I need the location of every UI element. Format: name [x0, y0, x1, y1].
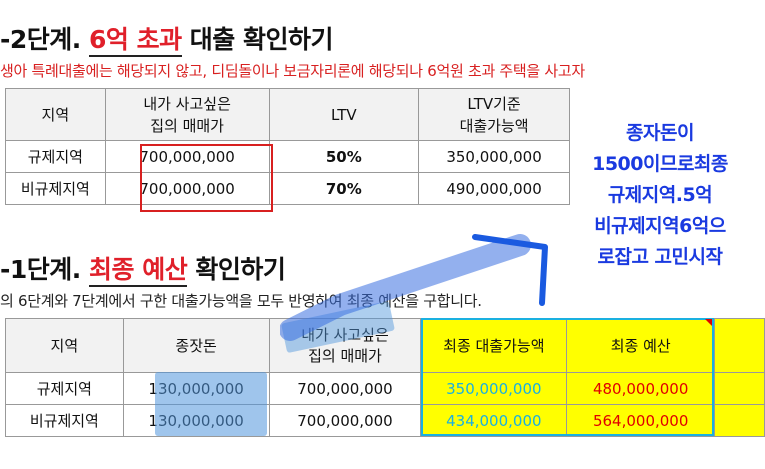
section1-heading-red: 6억 초과 [88, 25, 182, 57]
empty-cell [714, 404, 765, 437]
price-cell: 700,000,000 [268, 372, 422, 405]
section2-heading: -1단계. 최종 예산 확인하기 [0, 250, 286, 287]
section2-heading-red: 최종 예산 [88, 255, 188, 287]
price-cell: 700,000,000 [104, 172, 270, 205]
annotation-line: 종자돈이 [626, 122, 694, 144]
loan-cell: 350,000,000 [418, 140, 570, 173]
section2-heading-suffix: 확인하기 [187, 255, 286, 284]
header-ltv: LTV [268, 88, 420, 141]
header-price: 내가 사고싶은 집의 매매가 [104, 88, 270, 141]
region-cell: 비규제지역 [5, 404, 124, 437]
loan-cell: 490,000,000 [418, 172, 570, 205]
final-loan-cell: 350,000,000 [420, 372, 568, 405]
header-region: 지역 [5, 318, 124, 373]
region-cell: 비규제지역 [5, 172, 106, 205]
final-budget-cell: 564,000,000 [566, 404, 716, 437]
price-cell: 700,000,000 [268, 404, 422, 437]
header-final-budget: 최종 예산 [566, 318, 716, 373]
final-budget-cell: 480,000,000 [566, 372, 716, 405]
arrow-annotation-icon [280, 234, 548, 341]
section1-heading-suffix: 대출 확인하기 [181, 25, 334, 54]
final-block-frame [421, 318, 714, 436]
section2-heading-prefix: -1단계. [0, 255, 89, 284]
annotation-line: 비규제지역6억으 [594, 215, 726, 237]
loan-ltv-table: 지역 내가 사고싶은 집의 매매가 LTV LTV기준 대출가능액 규제지역 7… [5, 88, 570, 205]
price-highlight-box [140, 144, 273, 212]
section1-note: 생아 특례대출에는 해당되지 않고, 디딤돌이나 보금자리론에 해당되나 6억원… [0, 62, 585, 80]
empty-cell [714, 372, 765, 405]
annotation-line: 1500이므로최종 [592, 153, 728, 175]
cell-comment-marker [705, 319, 712, 326]
header-empty [714, 318, 765, 373]
seed-marker-highlight [155, 372, 267, 436]
region-cell: 규제지역 [5, 140, 106, 173]
header-final-loan: 최종 대출가능액 [420, 318, 568, 373]
final-loan-cell: 434,000,000 [420, 404, 568, 437]
header-loan: LTV기준 대출가능액 [418, 88, 570, 141]
annotation-line: 로잡고 고민시작 [597, 246, 723, 268]
ltv-cell: 70% [268, 172, 420, 205]
region-cell: 규제지역 [5, 372, 124, 405]
table-row: 비규제지역 700,000,000 70% 490,000,000 [5, 172, 570, 205]
header-region: 지역 [5, 88, 106, 141]
table-row: 규제지역 130,000,000 700,000,000 350,000,000… [5, 372, 765, 405]
section1-heading-prefix: -2단계. [0, 25, 89, 54]
table-row: 규제지역 700,000,000 50% 350,000,000 [5, 140, 570, 173]
handwritten-annotation: 종자돈이 1500이므로최종 규제지역.5억 비규제지역6억으 로잡고 고민시작 [560, 118, 760, 273]
annotation-line: 규제지역.5억 [607, 184, 713, 206]
ltv-cell: 50% [268, 140, 420, 173]
section1-heading: -2단계. 6억 초과 대출 확인하기 [0, 20, 334, 57]
header-price: 내가 사고싶은 집의 매매가 [268, 318, 422, 373]
header-seed: 종잣돈 [122, 318, 270, 373]
